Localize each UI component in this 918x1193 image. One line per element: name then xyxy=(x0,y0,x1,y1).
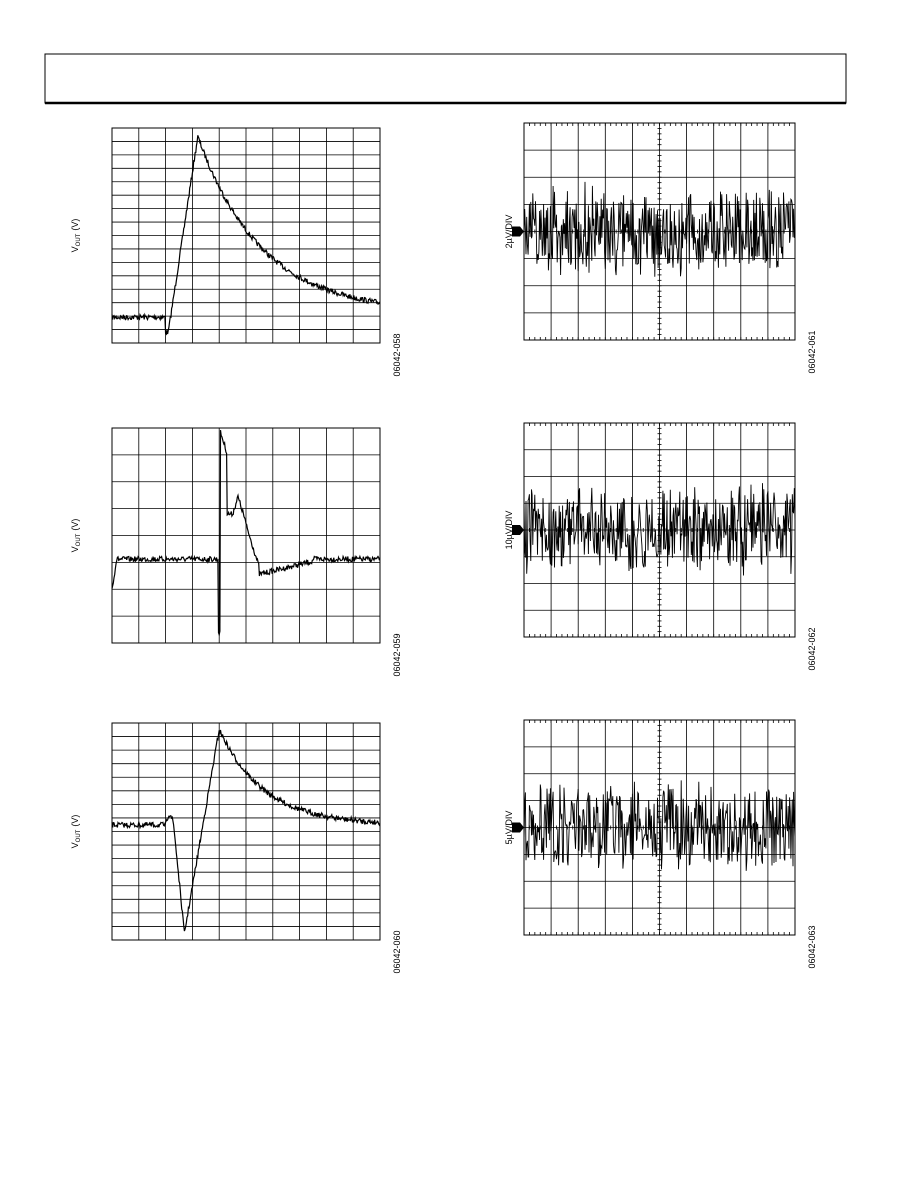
label-part: OUT xyxy=(76,233,82,246)
label-part: V xyxy=(70,246,80,252)
trace xyxy=(111,135,381,336)
ground-marker xyxy=(512,822,524,833)
ground-marker xyxy=(512,226,524,237)
label-part: OUT xyxy=(76,829,82,842)
figure-id: 06042-060 xyxy=(392,930,402,973)
label-part: OUT xyxy=(76,533,82,546)
scope-plot: VOUT (V) 06042-060 xyxy=(70,722,402,974)
header-box xyxy=(44,53,847,104)
figure-id: 06042-061 xyxy=(807,330,817,373)
y-axis-label: 2µV/DIV xyxy=(504,215,514,249)
figure-id: 06042-063 xyxy=(807,925,817,968)
y-axis-label: 10µV/DIV xyxy=(504,511,514,550)
figure-id: 06042-059 xyxy=(392,633,402,676)
trace xyxy=(111,729,381,932)
y-axis-label: VOUT (V) xyxy=(70,219,82,253)
trace xyxy=(523,780,796,871)
y-axis-label: VOUT (V) xyxy=(70,815,82,849)
label-part: V xyxy=(70,842,80,848)
y-axis-label: 5µV/DIV xyxy=(504,811,514,845)
trace xyxy=(523,483,796,576)
label-part: V xyxy=(70,546,80,552)
scope-plot: 2µV/DIV 06042-061 xyxy=(504,122,817,374)
scope-plot: VOUT (V) 06042-059 xyxy=(70,427,402,677)
scope-plot: VOUT (V) 06042-058 xyxy=(70,127,402,377)
ground-marker xyxy=(512,525,524,535)
scope-plot: 5µV/DIV 06042-063 xyxy=(504,719,817,969)
trace xyxy=(111,430,381,637)
label-part: (V) xyxy=(70,519,80,531)
scope-plot: 10µV/DIV 06042-062 xyxy=(504,422,817,671)
y-axis-label: VOUT (V) xyxy=(70,519,82,553)
trace xyxy=(523,181,796,277)
figure-id: 06042-062 xyxy=(807,627,817,670)
figure-id: 06042-058 xyxy=(392,333,402,376)
label-part: (V) xyxy=(70,219,80,231)
label-part: (V) xyxy=(70,815,80,827)
